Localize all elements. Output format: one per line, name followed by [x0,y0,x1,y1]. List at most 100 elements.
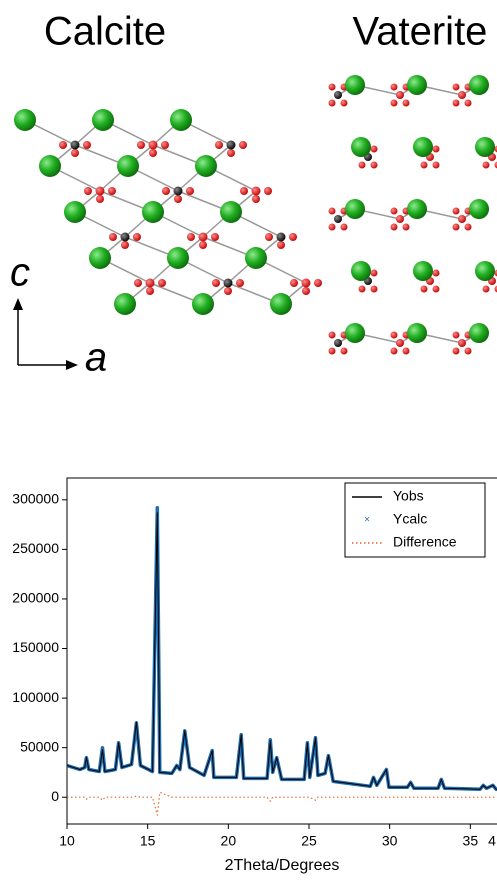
atom [187,233,195,241]
atom [277,241,285,249]
atom [146,279,155,288]
atom [149,141,158,150]
atom [371,270,378,277]
atom [227,149,235,157]
atom [396,91,404,99]
atom [212,279,220,287]
legend-marker: × [364,515,370,526]
atom [227,141,236,150]
atom [162,187,170,195]
atom [351,137,371,157]
atom [433,286,440,293]
atom [186,187,194,195]
atom [469,75,489,95]
atom [146,287,154,295]
atom [453,224,460,231]
atom [39,155,61,177]
atom [403,224,410,231]
atom [83,141,91,149]
y-tick-label: 150000 [12,639,59,655]
atom [465,224,472,231]
atom [174,187,183,196]
atom [391,332,398,339]
atom [192,293,214,315]
atom [121,241,129,249]
atom [341,224,348,231]
y-tick-label: 250000 [12,540,59,556]
x-tick-label: 10 [59,833,75,849]
atom [195,155,217,177]
atom [142,201,164,223]
atom [413,261,433,281]
atom [59,141,67,149]
atom [458,91,466,99]
atom [371,286,378,293]
y-tick-label: 0 [51,788,59,804]
atom [475,261,495,281]
atom [341,348,348,355]
x-tick-label: 30 [382,833,398,849]
atom [329,348,336,355]
atom [421,162,428,169]
atom [96,195,104,203]
y-tick-label: 300000 [12,491,59,507]
atom [167,247,189,269]
atom [453,208,460,215]
x-tick-label: 4 [488,833,496,849]
atom [64,201,86,223]
atom [465,100,472,107]
atom [391,100,398,107]
atom [469,323,489,343]
y-tick-label: 200000 [12,590,59,606]
atom [483,286,490,293]
atom [199,241,207,249]
atom [453,100,460,107]
atom [351,261,371,281]
atom [215,141,223,149]
axis-arrows [13,298,78,370]
atom [302,279,311,288]
atom [413,137,433,157]
atom [359,162,366,169]
c-axis-label: c [10,251,30,295]
atom [302,287,310,295]
atom [396,339,404,347]
atom [89,247,111,269]
atom [121,233,130,242]
atom [199,233,208,242]
atom [345,199,365,219]
atom [403,100,410,107]
atom [371,146,378,153]
atom [453,84,460,91]
atom [240,187,248,195]
atom [108,187,116,195]
a-arrowhead [66,360,78,370]
x-tick-label: 35 [463,833,479,849]
atom [117,155,139,177]
y-tick-label: 50000 [20,738,59,754]
crystal-structures [14,75,497,355]
atom [334,339,342,347]
atom [469,199,489,219]
atom [465,348,472,355]
atom [329,100,336,107]
atom [329,224,336,231]
atom [433,162,440,169]
atom [211,233,219,241]
atom [92,109,114,131]
atom [14,109,36,131]
atom [329,208,336,215]
x-tick-label: 20 [221,833,237,849]
atom [289,233,297,241]
atom [407,323,427,343]
atom [252,195,260,203]
atom [421,286,428,293]
atom [224,279,233,288]
atom [334,215,342,223]
atom [71,149,79,157]
a-axis-label: a [85,336,107,380]
atom [158,279,166,287]
atom [149,149,157,157]
atom [433,270,440,277]
atom [458,339,466,347]
